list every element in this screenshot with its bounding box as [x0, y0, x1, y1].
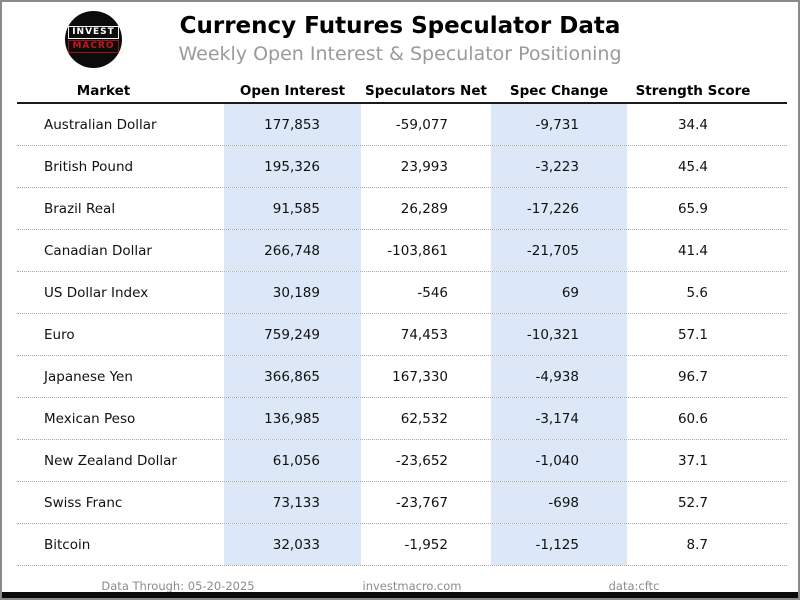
column-header-speculators-net: Speculators Net [365, 82, 487, 99]
cell-market: Japanese Yen [44, 368, 133, 385]
cell-strength-score: 5.6 [686, 284, 708, 301]
table-row: Bitcoin 32,033 -1,952 -1,125 8.7 [17, 524, 787, 566]
table-row: Australian Dollar 177,853 -59,077 -9,731… [17, 104, 787, 146]
cell-strength-score: 60.6 [677, 410, 708, 427]
table-row: Mexican Peso 136,985 62,532 -3,174 60.6 [17, 398, 787, 440]
column-header-open-interest: Open Interest [239, 82, 346, 99]
cell-spec-change: -1,040 [491, 440, 627, 481]
table-row: Swiss Franc 73,133 -23,767 -698 52.7 [17, 482, 787, 524]
cell-speculators-net: -103,861 [387, 242, 448, 259]
investmacro-logo: INVEST MACRO [65, 11, 122, 68]
table-row: US Dollar Index 30,189 -546 69 5.6 [17, 272, 787, 314]
column-header-strength-score: Strength Score [635, 82, 751, 99]
cell-open-interest: 73,133 [224, 482, 361, 523]
cell-speculators-net: 62,532 [400, 410, 448, 427]
cell-spec-change: -10,321 [491, 314, 627, 355]
cell-speculators-net: -546 [417, 284, 448, 301]
cell-open-interest: 759,249 [224, 314, 361, 355]
cell-speculators-net: -59,077 [395, 116, 448, 133]
data-table: Market Open Interest Speculators Net Spe… [17, 79, 787, 566]
cell-speculators-net: -23,652 [395, 452, 448, 469]
footer-website: investmacro.com [362, 579, 462, 593]
logo-text-invest: INVEST [68, 26, 119, 39]
cell-spec-change: -17,226 [491, 188, 627, 229]
cell-spec-change: -3,174 [491, 398, 627, 439]
cell-speculators-net: 23,993 [400, 158, 448, 175]
cell-strength-score: 41.4 [677, 242, 708, 259]
page-title: Currency Futures Speculator Data [179, 13, 621, 39]
cell-spec-change: 69 [491, 272, 627, 313]
cell-strength-score: 96.7 [677, 368, 708, 385]
cell-market: Mexican Peso [44, 410, 136, 427]
cell-spec-change: -21,705 [491, 230, 627, 271]
cell-open-interest: 61,056 [224, 440, 361, 481]
table-row: Euro 759,249 74,453 -10,321 57.1 [17, 314, 787, 356]
cell-spec-change: -9,731 [491, 104, 627, 145]
cell-open-interest: 30,189 [224, 272, 361, 313]
cell-spec-change: -698 [491, 482, 627, 523]
column-header-market: Market [76, 82, 131, 99]
table-row: Brazil Real 91,585 26,289 -17,226 65.9 [17, 188, 787, 230]
cell-open-interest: 136,985 [224, 398, 361, 439]
cell-strength-score: 65.9 [677, 200, 708, 217]
table-row: British Pound 195,326 23,993 -3,223 45.4 [17, 146, 787, 188]
cell-market: Australian Dollar [44, 116, 157, 133]
cell-market: Brazil Real [44, 200, 116, 217]
cell-market: Canadian Dollar [44, 242, 152, 259]
column-header-spec-change: Spec Change [509, 82, 609, 99]
cell-market: New Zealand Dollar [44, 452, 177, 469]
table-body: Australian Dollar 177,853 -59,077 -9,731… [17, 104, 787, 566]
bottom-bar [2, 592, 798, 598]
table-row: Canadian Dollar 266,748 -103,861 -21,705… [17, 230, 787, 272]
cell-speculators-net: -23,767 [395, 494, 448, 511]
cell-open-interest: 366,865 [224, 356, 361, 397]
cell-strength-score: 8.7 [686, 536, 708, 553]
page-subtitle: Weekly Open Interest & Speculator Positi… [178, 43, 622, 65]
cell-open-interest: 91,585 [224, 188, 361, 229]
cell-strength-score: 34.4 [677, 116, 708, 133]
table-row: New Zealand Dollar 61,056 -23,652 -1,040… [17, 440, 787, 482]
cell-market: Bitcoin [44, 536, 91, 553]
cell-speculators-net: -1,952 [404, 536, 448, 553]
footer-data-source: data:cftc [608, 579, 660, 593]
cell-speculators-net: 74,453 [400, 326, 448, 343]
cell-market: Euro [44, 326, 75, 343]
cell-strength-score: 52.7 [677, 494, 708, 511]
cell-strength-score: 45.4 [677, 158, 708, 175]
cell-market: Swiss Franc [44, 494, 123, 511]
cell-market: US Dollar Index [44, 284, 149, 301]
table-header-row: Market Open Interest Speculators Net Spe… [17, 79, 787, 104]
cell-speculators-net: 167,330 [392, 368, 448, 385]
cell-market: British Pound [44, 158, 134, 175]
table-row: Japanese Yen 366,865 167,330 -4,938 96.7 [17, 356, 787, 398]
cell-open-interest: 177,853 [224, 104, 361, 145]
cell-open-interest: 32,033 [224, 524, 361, 565]
cell-spec-change: -4,938 [491, 356, 627, 397]
cell-strength-score: 57.1 [677, 326, 708, 343]
cell-open-interest: 266,748 [224, 230, 361, 271]
cell-strength-score: 37.1 [677, 452, 708, 469]
cell-speculators-net: 26,289 [400, 200, 448, 217]
cell-open-interest: 195,326 [224, 146, 361, 187]
footer-data-through: Data Through: 05-20-2025 [101, 579, 255, 593]
cell-spec-change: -1,125 [491, 524, 627, 565]
logo-text-macro: MACRO [68, 40, 119, 53]
cell-spec-change: -3,223 [491, 146, 627, 187]
